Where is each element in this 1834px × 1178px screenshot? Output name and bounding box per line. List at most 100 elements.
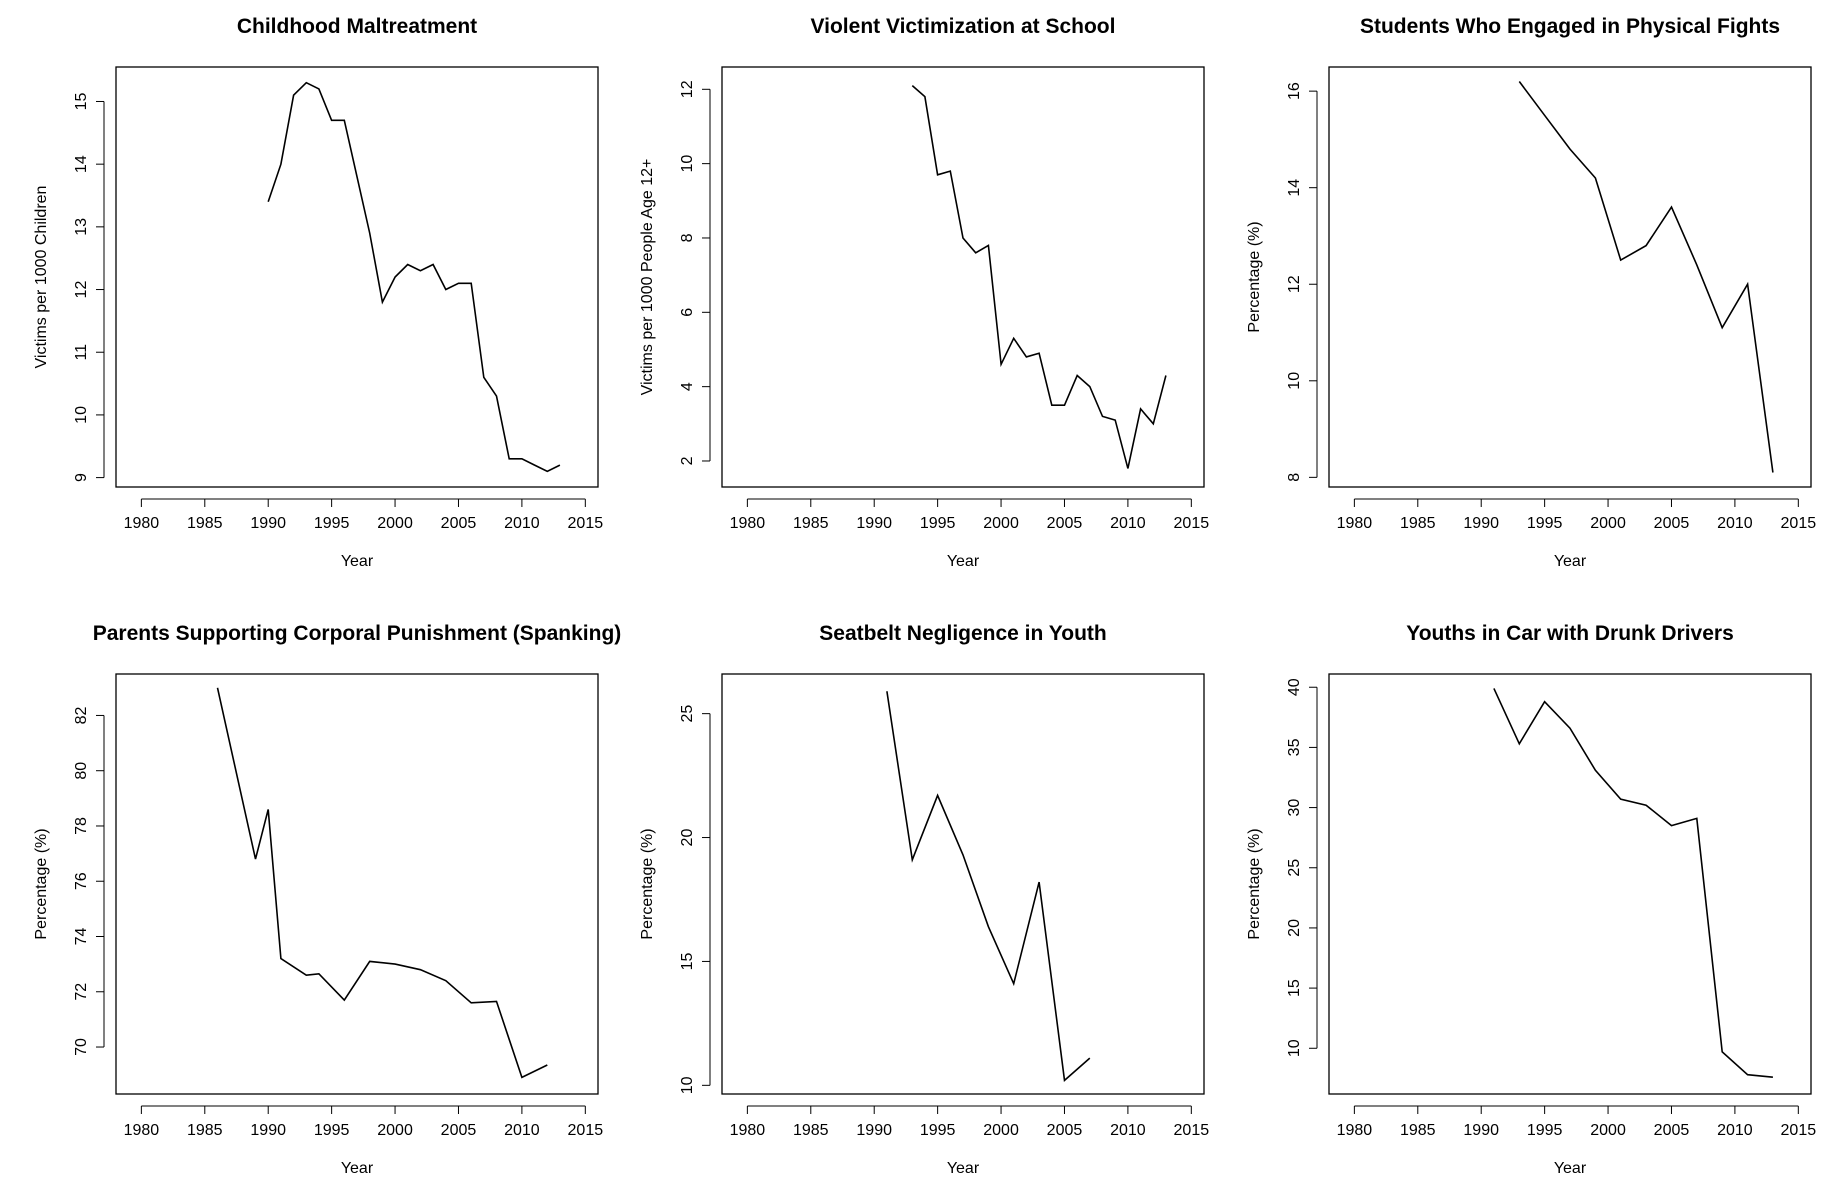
y-tick-label: 40 (1286, 678, 1303, 696)
y-tick-label: 82 (73, 706, 90, 724)
y-tick-label: 35 (1286, 738, 1303, 756)
x-tick-label: 1985 (793, 1122, 829, 1139)
x-tick-label: 2005 (1047, 1122, 1083, 1139)
chart-title: Students Who Engaged in Physical Fights (1360, 15, 1780, 38)
plot-frame (721, 66, 1205, 488)
y-tick-label: 10 (679, 155, 696, 173)
x-tick-label: 1995 (920, 515, 956, 532)
x-tick-label: 2010 (1110, 515, 1146, 532)
x-tick-label: 2015 (568, 1122, 604, 1139)
x-tick-label: 2015 (568, 515, 604, 532)
chart-title: Seatbelt Negligence in Youth (819, 622, 1106, 645)
plot-frame (115, 673, 599, 1095)
x-tick-label: 2015 (1174, 1122, 1210, 1139)
x-tick-label: 2005 (1654, 515, 1690, 532)
series-line (267, 81, 561, 473)
chart-panel: Youths in Car with Drunk Drivers 1980 1985… (1246, 622, 1817, 1177)
x-tick-label: 1990 (856, 515, 892, 532)
x-axis-label: Year (947, 553, 980, 570)
y-axis-label: Percentage (%) (639, 828, 656, 939)
x-tick-label: 1995 (314, 515, 350, 532)
x-tick-label: 1990 (1463, 1122, 1499, 1139)
series-line (216, 687, 548, 1079)
y-tick-label: 16 (1286, 82, 1303, 100)
chart-panel: Seatbelt Negligence in Youth 1980 1985 1990… (639, 622, 1210, 1177)
y-tick-label: 76 (73, 872, 90, 890)
x-tick-label: 2000 (377, 1122, 413, 1139)
y-tick-label: 9 (73, 473, 90, 482)
x-tick-label: 1985 (187, 1122, 223, 1139)
x-tick-label: 1990 (1463, 515, 1499, 532)
x-tick-label: 1995 (1527, 515, 1563, 532)
x-tick-label: 2005 (1654, 1122, 1690, 1139)
y-tick-label: 20 (1286, 919, 1303, 937)
y-tick-label: 25 (1286, 859, 1303, 877)
x-tick-label: 2005 (441, 515, 477, 532)
chart-title: Parents Supporting Corporal Punishment (… (93, 622, 622, 645)
x-tick-label: 2010 (1110, 1122, 1146, 1139)
x-tick-label: 2015 (1781, 1122, 1817, 1139)
y-tick-label: 78 (73, 817, 90, 835)
y-tick-label: 8 (1286, 473, 1303, 482)
chart-panel: Parents Supporting Corporal Punishment (… (33, 622, 621, 1177)
x-tick-label: 2010 (1717, 515, 1753, 532)
y-tick-label: 13 (73, 218, 90, 236)
y-tick-label: 2 (679, 456, 696, 465)
y-tick-label: 72 (73, 983, 90, 1001)
y-tick-label: 10 (73, 406, 90, 424)
x-tick-label: 1995 (920, 1122, 956, 1139)
x-tick-label: 2000 (1590, 515, 1626, 532)
x-tick-label: 1990 (250, 515, 286, 532)
y-tick-label: 15 (1286, 979, 1303, 997)
y-tick-label: 15 (679, 952, 696, 970)
x-axis-label: Year (1554, 553, 1587, 570)
x-tick-label: 1995 (314, 1122, 350, 1139)
y-axis-label: Percentage (%) (1246, 221, 1263, 332)
y-tick-label: 20 (679, 829, 696, 847)
chart-title: Youths in Car with Drunk Drivers (1406, 622, 1734, 645)
y-axis-label: Victims per 1000 People Age 12+ (639, 159, 656, 396)
series-line (1518, 81, 1774, 473)
y-tick-label: 14 (73, 155, 90, 173)
x-tick-label: 1990 (250, 1122, 286, 1139)
y-tick-label: 10 (679, 1076, 696, 1094)
chart-title: Childhood Maltreatment (237, 15, 477, 38)
x-axis-label: Year (341, 1160, 374, 1177)
chart-panel: Childhood Maltreatment 1980 1985 1990 1995 20… (33, 15, 604, 570)
series-line (911, 84, 1167, 469)
y-tick-label: 12 (679, 80, 696, 98)
y-tick-label: 74 (73, 928, 90, 946)
x-tick-label: 1980 (730, 515, 766, 532)
series-line (1493, 688, 1773, 1078)
x-tick-label: 2005 (441, 1122, 477, 1139)
x-tick-label: 1995 (1527, 1122, 1563, 1139)
x-tick-label: 2010 (504, 515, 540, 532)
x-tick-label: 2010 (504, 1122, 540, 1139)
y-tick-label: 11 (73, 344, 90, 361)
y-tick-label: 80 (73, 762, 90, 780)
x-axis-label: Year (947, 1160, 980, 1177)
y-tick-label: 10 (1286, 372, 1303, 390)
x-tick-label: 2015 (1174, 515, 1210, 532)
y-axis-label: Percentage (%) (1246, 828, 1263, 939)
x-tick-label: 1980 (124, 515, 160, 532)
x-tick-label: 2010 (1717, 1122, 1753, 1139)
plot-frame (721, 673, 1205, 1095)
x-tick-label: 2000 (983, 515, 1019, 532)
x-tick-label: 2000 (1590, 1122, 1626, 1139)
series-line (886, 691, 1091, 1082)
y-tick-label: 8 (679, 233, 696, 242)
y-tick-label: 25 (679, 705, 696, 723)
x-tick-label: 1985 (1400, 1122, 1436, 1139)
y-axis-label: Percentage (%) (33, 828, 50, 939)
y-tick-label: 4 (679, 382, 696, 391)
chart-panel: Violent Victimization at School 1980 1985 1… (639, 15, 1210, 570)
x-tick-label: 1980 (1337, 1122, 1373, 1139)
x-axis-label: Year (1554, 1160, 1587, 1177)
chart-title: Violent Victimization at School (811, 15, 1116, 38)
x-tick-label: 2000 (983, 1122, 1019, 1139)
x-tick-label: 1980 (124, 1122, 160, 1139)
x-tick-label: 1980 (730, 1122, 766, 1139)
x-tick-label: 2005 (1047, 515, 1083, 532)
y-tick-label: 14 (1286, 179, 1303, 197)
